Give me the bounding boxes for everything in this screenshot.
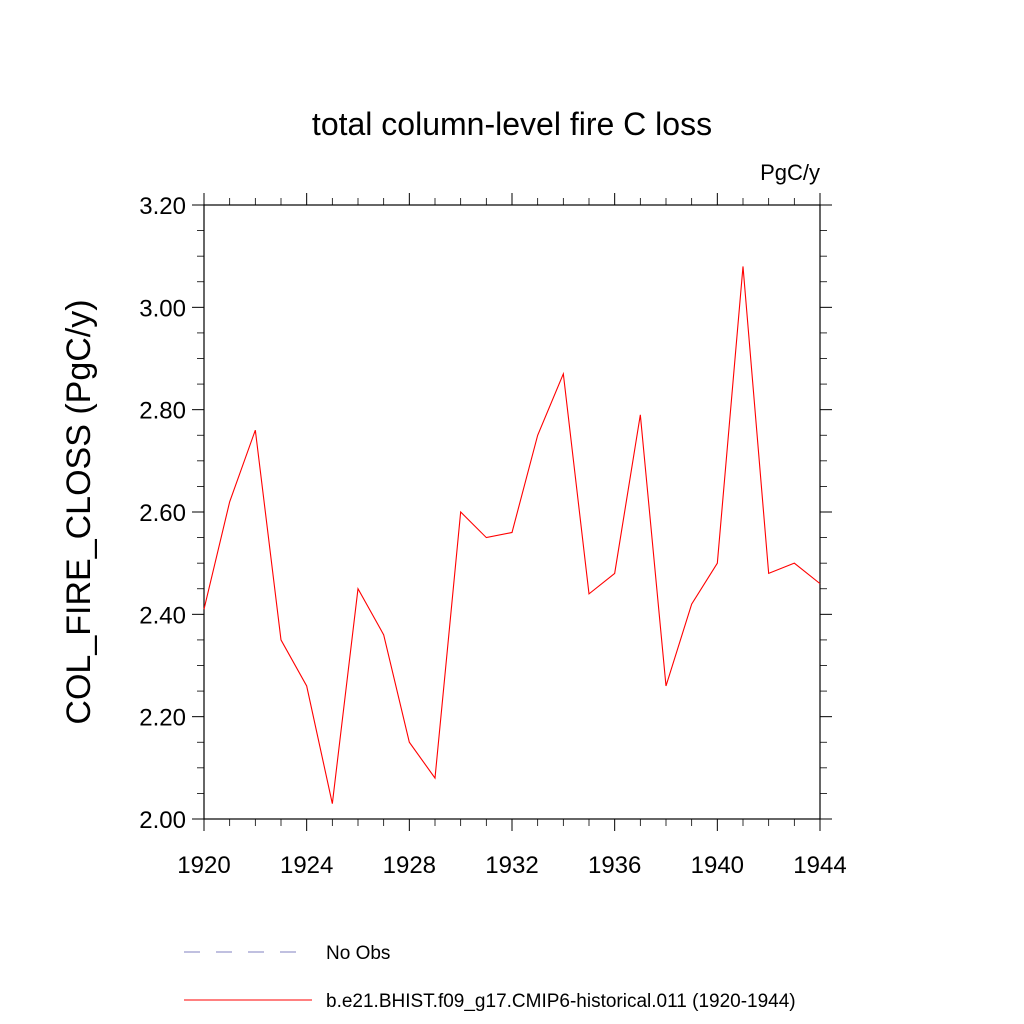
legend-label-0: No Obs xyxy=(326,943,390,964)
x-tick-label: 1944 xyxy=(793,852,846,879)
legend-label-1: b.e21.BHIST.f09_g17.CMIP6-historical.011… xyxy=(326,991,796,1012)
x-tick-label: 1928 xyxy=(383,852,436,879)
y-tick-label: 2.40 xyxy=(139,602,186,629)
ticks: 1920 1924 1928 1932 1936 1940 1944 2.00 2.20 2.40… xyxy=(139,193,847,879)
series-layer xyxy=(203,266,821,804)
y-tick-label: 2.00 xyxy=(139,807,186,834)
units-label: PgC/y xyxy=(760,160,820,185)
y-tick-label: 2.80 xyxy=(139,398,186,425)
y-tick-label: 2.20 xyxy=(139,705,186,732)
series-line-0 xyxy=(203,266,821,804)
x-tick-label: 1924 xyxy=(280,852,333,879)
x-tick-label: 1936 xyxy=(588,852,641,879)
x-tick-label: 1920 xyxy=(177,852,230,879)
chart-title: total column-level fire C loss xyxy=(312,106,712,142)
y-tick-label: 3.20 xyxy=(139,193,186,220)
x-tick-label: 1932 xyxy=(485,852,538,879)
plot-frame xyxy=(203,204,821,820)
y-axis-label: COL_FIRE_CLOSS (PgC/y) xyxy=(60,299,98,724)
axes xyxy=(203,204,821,820)
legend: No Obs b.e21.BHIST.f09_g17.CMIP6-historic… xyxy=(184,943,796,1012)
y-tick-label: 2.60 xyxy=(139,500,186,527)
x-tick-label: 1940 xyxy=(691,852,744,879)
y-tick-label: 3.00 xyxy=(139,295,186,322)
